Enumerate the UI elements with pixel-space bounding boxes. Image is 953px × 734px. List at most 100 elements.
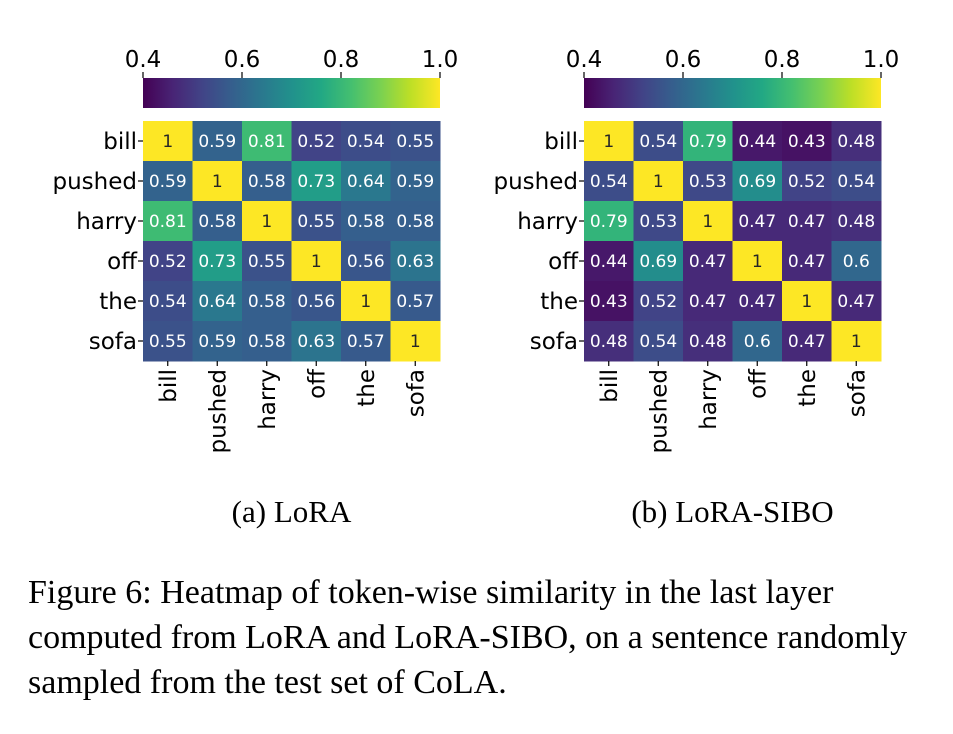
subfigure-caption: (b) LoRA-SIBO xyxy=(631,494,833,529)
heatmap-cell xyxy=(390,281,441,322)
heatmap-cell xyxy=(683,121,733,162)
heatmap-cell xyxy=(683,201,733,242)
colorbar xyxy=(143,78,440,108)
cell-value-label: 0.55 xyxy=(396,132,434,152)
heatmap-cell xyxy=(683,281,733,322)
cell-value-label: 0.47 xyxy=(788,332,826,352)
heatmap-cell xyxy=(633,241,684,282)
heatmap-cell xyxy=(831,321,882,362)
cell-value-label: 0.59 xyxy=(396,172,434,192)
cell-value-label: 0.54 xyxy=(590,172,628,192)
colorbar-tick-label: 0.8 xyxy=(764,47,801,73)
heatmap-cell xyxy=(390,321,441,362)
heatmap-cell xyxy=(683,321,733,362)
heatmap-cell xyxy=(782,201,832,242)
heatmap-cell xyxy=(633,121,684,162)
heatmap-cell xyxy=(584,321,634,362)
heatmap-cell xyxy=(143,281,193,322)
heatmap-cell xyxy=(584,121,634,162)
heatmap-cell xyxy=(192,281,243,322)
colorbar-tick-label: 0.4 xyxy=(566,47,603,73)
heatmap-cell xyxy=(732,201,783,242)
cell-value-label: 0.52 xyxy=(149,252,187,272)
cell-value-label: 1 xyxy=(851,332,862,352)
heatmap-cell xyxy=(782,121,832,162)
col-label: pushed xyxy=(646,369,672,454)
cell-value-label: 0.48 xyxy=(837,212,875,232)
cell-value-label: 0.64 xyxy=(198,292,236,312)
row-label: harry xyxy=(76,209,137,235)
subfigure-caption: (a) LoRA xyxy=(232,494,352,529)
cell-value-label: 0.79 xyxy=(590,212,628,232)
heatmap-cell xyxy=(291,281,342,322)
heatmap-cell xyxy=(732,121,783,162)
colorbar-tick-label: 1.0 xyxy=(863,47,900,73)
cell-value-label: 0.56 xyxy=(297,292,335,312)
cell-value-label: 0.58 xyxy=(248,172,286,192)
heatmap-cell xyxy=(732,161,783,202)
heatmap-cell xyxy=(782,281,832,322)
cell-value-label: 0.81 xyxy=(248,132,286,152)
cell-value-label: 0.47 xyxy=(689,252,727,272)
figure-caption: Figure 6: Heatmap of token-wise similari… xyxy=(28,574,908,701)
cell-value-label: 1 xyxy=(162,132,173,152)
heatmap-cell xyxy=(341,121,391,162)
col-label: sofa xyxy=(403,369,429,417)
cell-value-label: 0.47 xyxy=(738,292,776,312)
col-label: pushed xyxy=(205,369,231,454)
cell-value-label: 0.59 xyxy=(198,132,236,152)
heatmap-cell xyxy=(192,161,243,202)
cell-value-label: 0.54 xyxy=(639,132,677,152)
cell-value-label: 0.73 xyxy=(297,172,335,192)
heatmap-cell xyxy=(291,241,342,282)
cell-value-label: 0.54 xyxy=(347,132,385,152)
heatmap-cell xyxy=(143,201,193,242)
heatmap-cell xyxy=(143,321,193,362)
cell-value-label: 0.59 xyxy=(198,332,236,352)
cell-value-label: 0.58 xyxy=(396,212,434,232)
cell-value-label: 0.52 xyxy=(297,132,335,152)
col-label: the xyxy=(795,369,821,407)
cell-value-label: 0.6 xyxy=(744,332,771,352)
heatmap-cell xyxy=(341,241,391,282)
heatmap-cell xyxy=(584,201,634,242)
heatmap-cell xyxy=(584,161,634,202)
cell-value-label: 0.63 xyxy=(297,332,335,352)
col-label: bill xyxy=(597,369,623,403)
heatmap-cell xyxy=(633,201,684,242)
cell-value-label: 0.54 xyxy=(149,292,187,312)
cell-value-label: 0.63 xyxy=(396,252,434,272)
heatmap-cell xyxy=(192,241,243,282)
heatmap-cell xyxy=(633,281,684,322)
cell-value-label: 1 xyxy=(603,132,614,152)
cell-value-label: 0.73 xyxy=(198,252,236,272)
cell-value-label: 0.52 xyxy=(639,292,677,312)
row-label: the xyxy=(540,289,578,315)
cell-value-label: 0.58 xyxy=(198,212,236,232)
heatmap-cell xyxy=(341,321,391,362)
colorbar xyxy=(584,78,881,108)
cell-value-label: 0.53 xyxy=(689,172,727,192)
cell-value-label: 0.47 xyxy=(837,292,875,312)
heatmap-cell xyxy=(584,241,634,282)
cell-value-label: 0.43 xyxy=(590,292,628,312)
cell-value-label: 0.69 xyxy=(639,252,677,272)
row-label: sofa xyxy=(89,329,137,355)
cell-value-label: 0.59 xyxy=(149,172,187,192)
heatmap-cell xyxy=(242,321,292,362)
heatmap-cell xyxy=(782,321,832,362)
heatmap-cell xyxy=(390,121,441,162)
heatmap-cell xyxy=(242,201,292,242)
cell-value-label: 0.47 xyxy=(738,212,776,232)
col-label: off xyxy=(745,368,771,399)
heatmap-cell xyxy=(782,161,832,202)
row-label: sofa xyxy=(530,329,578,355)
cell-value-label: 1 xyxy=(311,252,322,272)
cell-value-label: 1 xyxy=(752,252,763,272)
cell-value-label: 0.47 xyxy=(788,252,826,272)
cell-value-label: 1 xyxy=(702,212,713,232)
cell-value-label: 0.6 xyxy=(843,252,870,272)
cell-value-label: 0.48 xyxy=(837,132,875,152)
heatmap-cell xyxy=(341,281,391,322)
cell-value-label: 0.44 xyxy=(738,132,776,152)
